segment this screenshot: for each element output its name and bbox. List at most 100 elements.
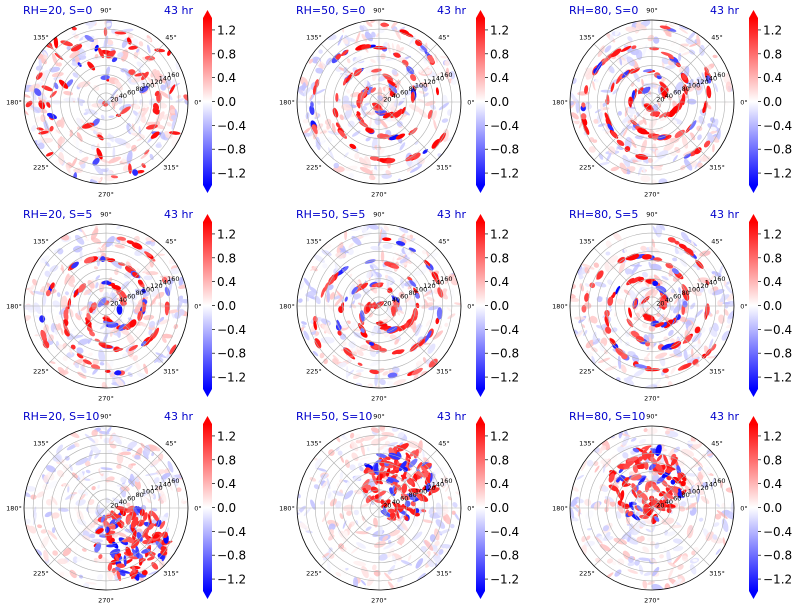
field-cell — [408, 247, 416, 252]
field-cell — [76, 353, 84, 359]
radial-tick-label: 100 — [142, 488, 154, 496]
field-speckle — [619, 57, 623, 66]
field-speckle — [455, 491, 461, 496]
field-cell — [430, 487, 440, 494]
angle-tick-label: 135° — [33, 33, 49, 41]
field-speckle — [594, 108, 603, 114]
field-cell — [660, 299, 667, 306]
angle-tick-label: 45° — [165, 439, 177, 447]
polar-frame — [296, 19, 462, 185]
field-speckle — [595, 557, 601, 563]
field-speckle — [150, 459, 160, 466]
field-speckle — [171, 116, 177, 130]
field-speckle — [108, 156, 122, 164]
field-speckle — [617, 146, 624, 150]
radial-tick-label: 140 — [705, 481, 717, 489]
field-cell — [424, 330, 432, 342]
field-speckle — [131, 76, 145, 83]
field-cell — [621, 70, 630, 79]
field-speckle — [351, 235, 362, 246]
field-speckle — [445, 67, 450, 80]
field-speckle — [318, 498, 326, 502]
field-speckle — [611, 454, 618, 461]
field-speckle — [355, 369, 364, 373]
angle-tick-label: 225° — [306, 368, 322, 376]
field-speckle — [727, 309, 734, 320]
field-speckle — [136, 268, 141, 274]
field-cell — [643, 104, 654, 110]
radial-tick-label: 40 — [119, 92, 127, 100]
field-speckle — [322, 243, 332, 249]
angle-tick-label: 90° — [373, 7, 385, 15]
field-speckle — [700, 495, 710, 504]
field-cell — [98, 47, 104, 59]
field-speckle — [686, 98, 697, 105]
field-speckle — [140, 80, 146, 86]
field-speckle — [685, 38, 695, 45]
field-speckle — [346, 58, 351, 64]
field-cell — [703, 140, 711, 148]
field-speckle — [354, 152, 360, 160]
field-speckle — [638, 439, 647, 444]
field-speckle — [322, 263, 328, 269]
angle-tick-label: 45° — [165, 33, 177, 41]
field-speckle — [360, 579, 367, 586]
radial-tick-label: 160 — [713, 71, 725, 79]
field-speckle — [80, 365, 87, 374]
field-speckle — [370, 20, 377, 24]
field-speckle — [626, 56, 635, 67]
field-cell — [384, 158, 396, 164]
field-speckle — [712, 54, 718, 59]
field-speckle — [406, 235, 412, 242]
angular-gridline — [320, 507, 380, 567]
field-speckle — [613, 537, 627, 545]
colorbar-extend-min — [476, 591, 485, 599]
field-speckle — [132, 104, 140, 110]
field-cell — [705, 279, 710, 286]
field-speckle — [412, 531, 423, 541]
field-cell — [115, 506, 128, 512]
field-speckle — [106, 134, 115, 141]
field-cell — [128, 344, 138, 352]
colorbar-tick-label: −0.4 — [763, 323, 792, 337]
angle-tick-label: 180° — [6, 99, 22, 107]
radial-tick-label: 140 — [159, 481, 171, 489]
field-speckle — [147, 76, 157, 88]
field-speckle — [397, 431, 405, 439]
colorbar-tick-label: −0.8 — [490, 347, 519, 361]
field-speckle — [606, 255, 619, 265]
field-speckle — [84, 238, 90, 242]
field-cell — [637, 127, 648, 135]
field-speckle — [159, 319, 170, 325]
field-speckle — [144, 37, 152, 43]
field-speckle — [380, 250, 385, 263]
panel-title: RH=80, S=10 — [569, 410, 645, 423]
colorbar-tick-label: 1.2 — [490, 23, 509, 37]
field-cell — [694, 326, 701, 334]
field-speckle — [683, 150, 694, 156]
angle-tick-label: 270° — [644, 191, 660, 199]
field-speckle — [655, 127, 664, 133]
colorbar-extend-max — [476, 10, 485, 18]
field-cell — [431, 138, 441, 149]
field-speckle — [297, 97, 306, 104]
field-cell — [413, 473, 418, 482]
field-speckle — [129, 300, 139, 307]
field-cell — [680, 480, 686, 487]
field-cell — [387, 288, 393, 293]
angle-tick-label: 180° — [552, 99, 568, 107]
field-speckle — [446, 273, 457, 282]
field-speckle — [94, 165, 104, 175]
radial-tick-label: 20 — [656, 502, 664, 510]
field-cell — [415, 302, 420, 309]
field-speckle — [642, 271, 649, 278]
field-speckle — [681, 51, 691, 56]
panel-title: RH=50, S=10 — [296, 410, 372, 423]
field-cell — [369, 155, 380, 161]
field-speckle — [349, 464, 356, 471]
field-speckle — [166, 121, 172, 127]
field-speckle — [648, 261, 653, 270]
field-cell — [393, 299, 400, 308]
field-cell — [369, 341, 375, 346]
